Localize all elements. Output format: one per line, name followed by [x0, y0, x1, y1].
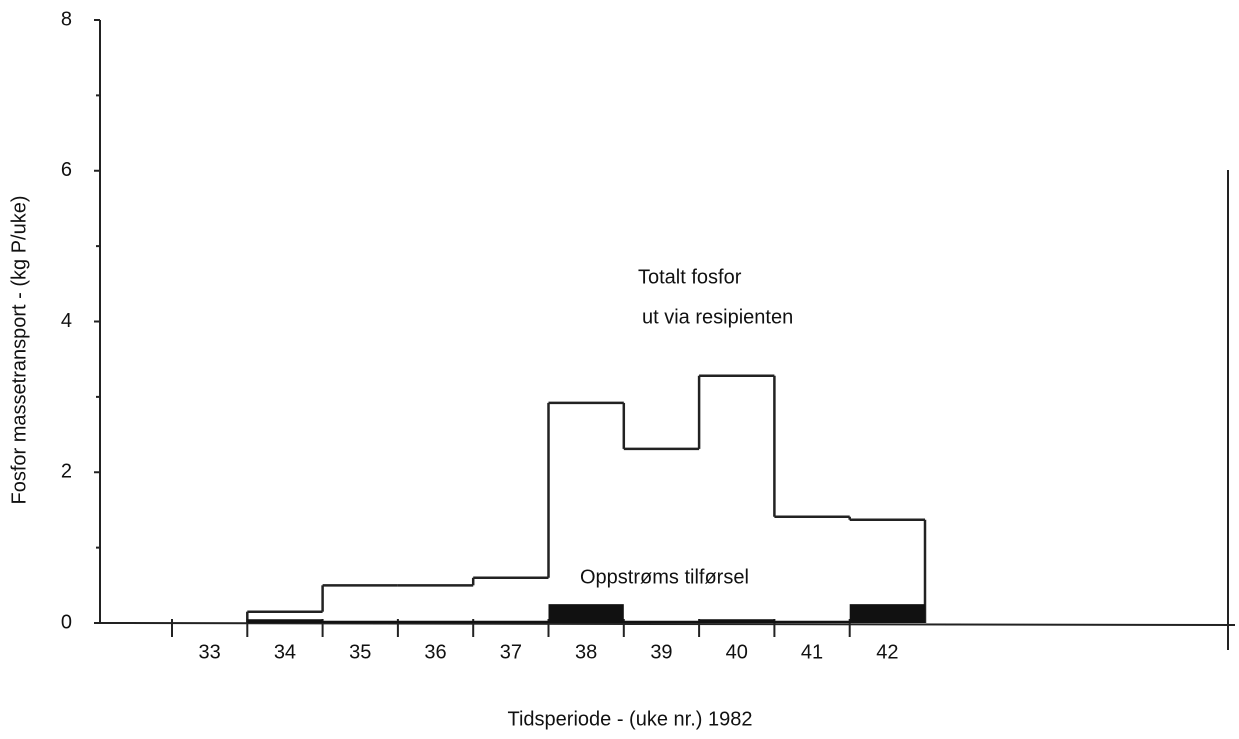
x-tick-label: 37	[500, 641, 522, 663]
y-tick-label: 8	[61, 8, 72, 30]
step-bar	[322, 620, 398, 623]
step-bar	[247, 619, 323, 623]
y-tick-label: 2	[61, 461, 72, 483]
x-tick-label: 39	[650, 641, 672, 663]
x-tick-label: 40	[726, 641, 748, 663]
step-bar	[548, 604, 624, 623]
step-bar	[623, 620, 700, 623]
step-bar	[849, 604, 925, 623]
x-axis-label: Tidsperiode - (uke nr.) 1982	[508, 708, 753, 730]
x-axis	[99, 622, 1236, 626]
y-tick-label: 4	[61, 310, 72, 332]
y-tick-label: 0	[61, 611, 72, 633]
x-tick-label: 34	[274, 641, 296, 663]
y-tick-label: 6	[61, 159, 72, 181]
step-bar	[699, 619, 775, 623]
y-axis-label: Fosfor massetransport - (kg P/uke)	[8, 196, 30, 505]
annotation: Totalt fosfor	[638, 266, 742, 288]
x-tick-label: 35	[349, 641, 371, 663]
step-bar	[473, 620, 549, 623]
x-tick-label: 36	[424, 641, 446, 663]
step-bar	[774, 620, 850, 623]
x-tick-label: 33	[199, 641, 221, 663]
x-tick-label: 42	[876, 641, 898, 663]
annotation: Oppstrøms tilførsel	[580, 566, 749, 588]
step-bar	[397, 620, 474, 623]
x-tick-label: 38	[575, 641, 597, 663]
x-tick-label: 41	[801, 641, 823, 663]
annotation: ut via resipienten	[642, 306, 793, 328]
